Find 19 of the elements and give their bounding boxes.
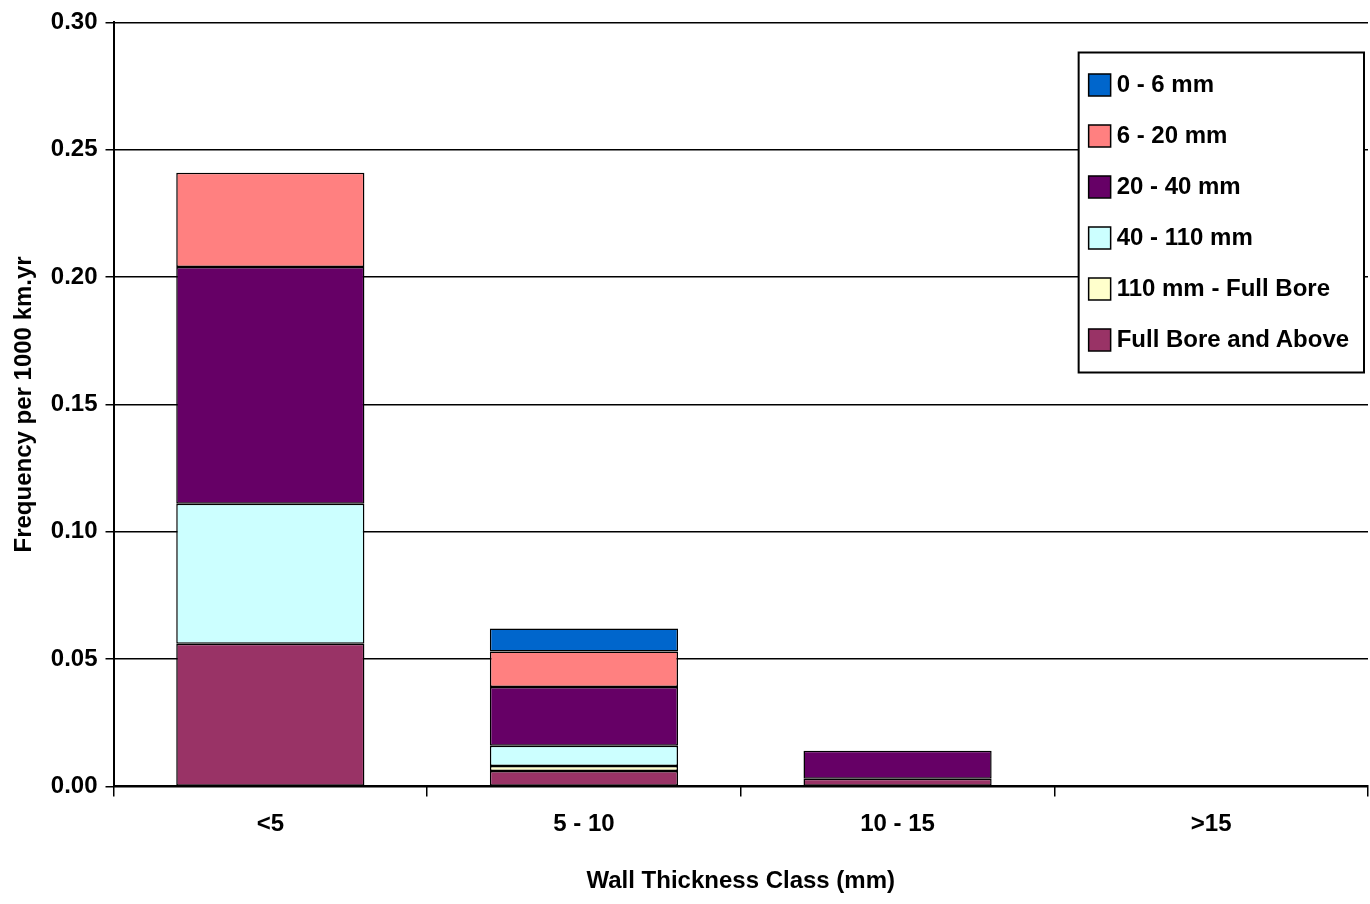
legend-label: Full Bore and Above — [1116, 324, 1350, 352]
y-tick-label: 0.15 — [50, 389, 98, 417]
y-tick-label: 0.00 — [50, 771, 98, 799]
y-tick-label: 0.25 — [50, 134, 98, 162]
x-tick-label: 10 - 15 — [860, 809, 935, 837]
y-tick-label: 0.30 — [50, 7, 98, 35]
y-tick-label: 0.20 — [50, 261, 98, 289]
legend-label: 0 - 6 mm — [1116, 69, 1215, 97]
x-tick-label: 5 - 10 — [553, 809, 615, 837]
x-tick-label: <5 — [256, 809, 285, 837]
y-tick-label: 0.10 — [50, 516, 98, 544]
x-axis-title: Wall Thickness Class (mm) — [586, 866, 896, 894]
y-tick-label: 0.05 — [50, 643, 98, 671]
legend-label: 40 - 110 mm — [1116, 222, 1253, 250]
y-axis-title: Frequency per 1000 km.yr — [9, 256, 37, 553]
x-tick-label: >15 — [1190, 809, 1232, 837]
legend-label: 110 mm - Full Bore — [1116, 273, 1331, 301]
legend-label: 20 - 40 mm — [1116, 171, 1241, 199]
legend-label: 6 - 20 mm — [1116, 120, 1228, 148]
